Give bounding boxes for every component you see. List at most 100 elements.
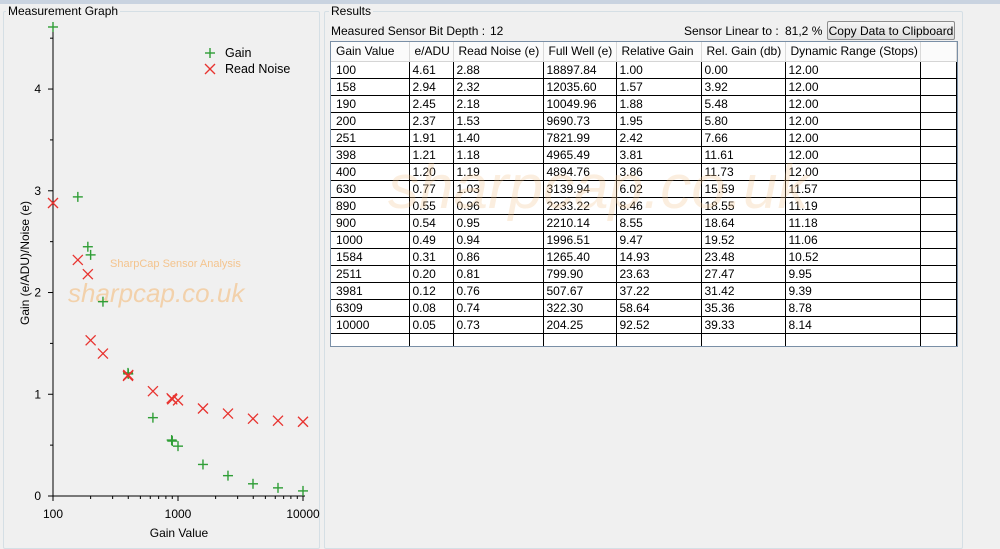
table-cell[interactable]: 1.57 — [616, 78, 702, 96]
table-cell[interactable]: 3.81 — [616, 146, 702, 164]
table-cell[interactable]: 14.93 — [616, 248, 702, 266]
table-cell[interactable]: 0.76 — [453, 282, 544, 300]
table-cell[interactable]: 200 — [331, 112, 410, 130]
table-cell[interactable]: 7821.99 — [543, 129, 617, 147]
copy-data-button[interactable]: Copy Data to Clipboard — [827, 21, 955, 40]
table-cell[interactable]: 9.39 — [785, 282, 921, 300]
table-cell[interactable]: 900 — [331, 214, 410, 232]
table-cell[interactable]: 158 — [331, 78, 410, 96]
table-cell[interactable]: 0.12 — [409, 282, 454, 300]
column-header[interactable]: Gain Value — [331, 42, 410, 62]
table-cell[interactable]: 322.30 — [543, 299, 617, 317]
table-cell[interactable]: 0.49 — [409, 231, 454, 249]
table-cell[interactable]: 18897.84 — [543, 61, 617, 79]
table-cell[interactable]: 799.90 — [543, 265, 617, 283]
table-row[interactable]: 158 2.94 2.32 12035.60 1.57 3.92 12.00 — [331, 78, 957, 96]
table-cell[interactable]: 10.52 — [785, 248, 921, 266]
table-row[interactable]: 6309 0.08 0.74 322.30 58.64 35.36 8.78 — [331, 299, 957, 317]
table-cell[interactable]: 9.47 — [616, 231, 702, 249]
table-cell[interactable]: 0.08 — [409, 299, 454, 317]
table-row[interactable]: 10000 0.05 0.73 204.25 92.52 39.33 8.14 — [331, 316, 957, 334]
table-cell[interactable]: 37.22 — [616, 282, 702, 300]
table-cell[interactable]: 0.00 — [701, 61, 786, 79]
table-cell[interactable]: 2.32 — [453, 78, 544, 96]
table-cell[interactable]: 4.61 — [409, 61, 454, 79]
table-cell[interactable]: 8.78 — [785, 299, 921, 317]
table-cell[interactable]: 12.00 — [785, 112, 921, 130]
table-cell[interactable]: 11.18 — [785, 214, 921, 232]
table-cell[interactable]: 190 — [331, 95, 410, 113]
table-cell[interactable]: 11.61 — [701, 146, 786, 164]
table-cell[interactable]: 92.52 — [616, 316, 702, 334]
table-cell[interactable]: 3.92 — [701, 78, 786, 96]
table-cell[interactable]: 6309 — [331, 299, 410, 317]
table-new-row[interactable] — [331, 333, 957, 346]
table-cell[interactable]: 0.96 — [453, 197, 544, 215]
table-cell[interactable]: 2.88 — [453, 61, 544, 79]
table-row[interactable]: 400 1.20 1.19 4894.76 3.86 11.73 12.00 — [331, 163, 957, 181]
table-cell[interactable]: 11.06 — [785, 231, 921, 249]
table-cell[interactable]: 12.00 — [785, 129, 921, 147]
table-cell[interactable]: 0.86 — [453, 248, 544, 266]
table-cell[interactable]: 31.42 — [701, 282, 786, 300]
table-cell[interactable]: 400 — [331, 163, 410, 181]
table-cell[interactable]: 2210.14 — [543, 214, 617, 232]
table-cell[interactable]: 2.42 — [616, 129, 702, 147]
table-cell[interactable]: 12.00 — [785, 61, 921, 79]
table-cell[interactable]: 1.18 — [453, 146, 544, 164]
table-cell[interactable]: 8.46 — [616, 197, 702, 215]
table-cell[interactable]: 5.80 — [701, 112, 786, 130]
table-row[interactable]: 100 4.61 2.88 18897.84 1.00 0.00 12.00 — [331, 61, 957, 79]
table-cell[interactable]: 251 — [331, 129, 410, 147]
table-cell[interactable]: 18.64 — [701, 214, 786, 232]
table-cell[interactable]: 19.52 — [701, 231, 786, 249]
table-cell[interactable]: 15.59 — [701, 180, 786, 198]
table-cell[interactable]: 1.88 — [616, 95, 702, 113]
results-grid[interactable]: Gain Value e/ADU Read Noise (e) Full Well (… — [331, 42, 957, 346]
table-cell[interactable]: 0.77 — [409, 180, 454, 198]
table-row[interactable]: 200 2.37 1.53 9690.73 1.95 5.80 12.00 — [331, 112, 957, 130]
table-cell[interactable]: 3.86 — [616, 163, 702, 181]
table-cell[interactable]: 1996.51 — [543, 231, 617, 249]
column-header[interactable]: Rel. Gain (db) — [701, 42, 786, 62]
table-cell[interactable]: 1.53 — [453, 112, 544, 130]
table-cell[interactable]: 2.94 — [409, 78, 454, 96]
table-cell[interactable]: 1.91 — [409, 129, 454, 147]
table-cell[interactable]: 12.00 — [785, 163, 921, 181]
table-cell[interactable]: 398 — [331, 146, 410, 164]
table-row[interactable]: 890 0.55 0.96 2233.22 8.46 18.55 11.19 — [331, 197, 957, 215]
table-cell[interactable]: 3981 — [331, 282, 410, 300]
table-cell[interactable]: 11.57 — [785, 180, 921, 198]
table-cell[interactable]: 1.00 — [616, 61, 702, 79]
table-cell[interactable]: 1584 — [331, 248, 410, 266]
table-cell[interactable]: 9690.73 — [543, 112, 617, 130]
table-cell[interactable]: 8.14 — [785, 316, 921, 334]
table-cell[interactable]: 10049.96 — [543, 95, 617, 113]
table-row[interactable]: 2511 0.20 0.81 799.90 23.63 27.47 9.95 — [331, 265, 957, 283]
table-cell[interactable]: 18.55 — [701, 197, 786, 215]
table-row[interactable]: 3981 0.12 0.76 507.67 37.22 31.42 9.39 — [331, 282, 957, 300]
table-cell[interactable]: 2511 — [331, 265, 410, 283]
table-row[interactable]: 190 2.45 2.18 10049.96 1.88 5.48 12.00 — [331, 95, 957, 113]
table-cell[interactable]: 7.66 — [701, 129, 786, 147]
table-cell[interactable]: 35.36 — [701, 299, 786, 317]
table-cell[interactable]: 11.19 — [785, 197, 921, 215]
table-cell[interactable]: 12.00 — [785, 95, 921, 113]
table-row[interactable]: 1584 0.31 0.86 1265.40 14.93 23.48 10.52 — [331, 248, 957, 266]
table-cell[interactable]: 1265.40 — [543, 248, 617, 266]
table-row[interactable]: 630 0.77 1.03 3139.94 6.02 15.59 11.57 — [331, 180, 957, 198]
results-table[interactable]: Gain Value e/ADU Read Noise (e) Full Well (… — [330, 41, 958, 347]
table-row[interactable]: 900 0.54 0.95 2210.14 8.55 18.64 11.18 — [331, 214, 957, 232]
table-cell[interactable]: 0.74 — [453, 299, 544, 317]
table-cell[interactable]: 1.21 — [409, 146, 454, 164]
table-cell[interactable]: 1.20 — [409, 163, 454, 181]
table-cell[interactable]: 10000 — [331, 316, 410, 334]
table-cell[interactable]: 9.95 — [785, 265, 921, 283]
table-row[interactable]: 251 1.91 1.40 7821.99 2.42 7.66 12.00 — [331, 129, 957, 147]
column-header[interactable]: Full Well (e) — [543, 42, 617, 62]
table-cell[interactable]: 0.55 — [409, 197, 454, 215]
table-cell[interactable]: 890 — [331, 197, 410, 215]
table-cell[interactable]: 0.54 — [409, 214, 454, 232]
table-cell[interactable]: 630 — [331, 180, 410, 198]
table-cell[interactable]: 2.37 — [409, 112, 454, 130]
